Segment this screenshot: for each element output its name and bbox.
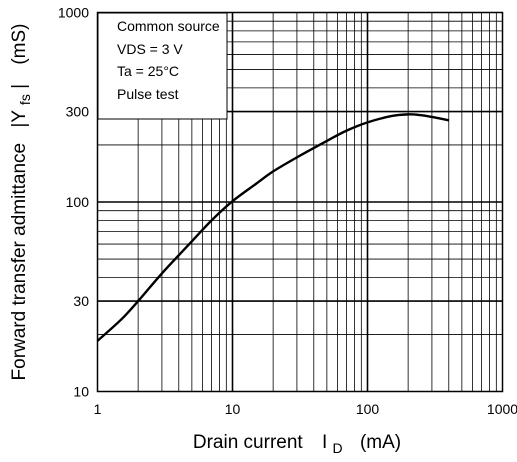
y-tick-label: 300 <box>66 104 90 120</box>
y-axis-label-close: | <box>9 84 30 89</box>
x-tick-labels: 1 10 100 1000 <box>94 401 517 417</box>
x-axis-label-subscript: D <box>333 440 343 456</box>
x-tick-label: 1 <box>94 401 102 417</box>
x-axis-label-symbol: I <box>322 432 327 453</box>
x-tick-label: 10 <box>225 401 241 417</box>
y-tick-label: 10 <box>73 384 89 400</box>
y-tick-label: 30 <box>73 293 89 309</box>
y-tick-label: 100 <box>66 194 90 210</box>
y-tick-labels: 10 30 100 300 1000 <box>58 5 89 400</box>
x-tick-label: 100 <box>356 401 380 417</box>
y-axis-label-main: Forward transfer admittance <box>9 143 30 381</box>
series-layer <box>96 113 450 342</box>
y-axis-label-subscript: fs <box>17 94 33 105</box>
x-tick-label: 1000 <box>487 401 517 417</box>
condition-1: VDS = 3 V <box>117 41 183 57</box>
y-axis-label-unit: (mS) <box>9 24 30 65</box>
y-tick-label: 1000 <box>58 5 89 21</box>
y-axis-label: Forward transfer admittance |Y fs | (mS) <box>9 24 35 381</box>
condition-0: Common source <box>117 18 220 34</box>
x-axis-label-main: Drain current <box>193 432 304 453</box>
condition-2: Ta = 25°C <box>117 63 179 79</box>
x-axis-label: Drain current I D (mA) <box>193 432 401 458</box>
x-axis-label-unit: (mA) <box>360 432 401 453</box>
condition-3: Pulse test <box>117 86 179 102</box>
y-axis-label-symbol: |Y <box>9 110 30 128</box>
plot-frame <box>96 11 504 393</box>
series-line-0 <box>96 113 450 342</box>
